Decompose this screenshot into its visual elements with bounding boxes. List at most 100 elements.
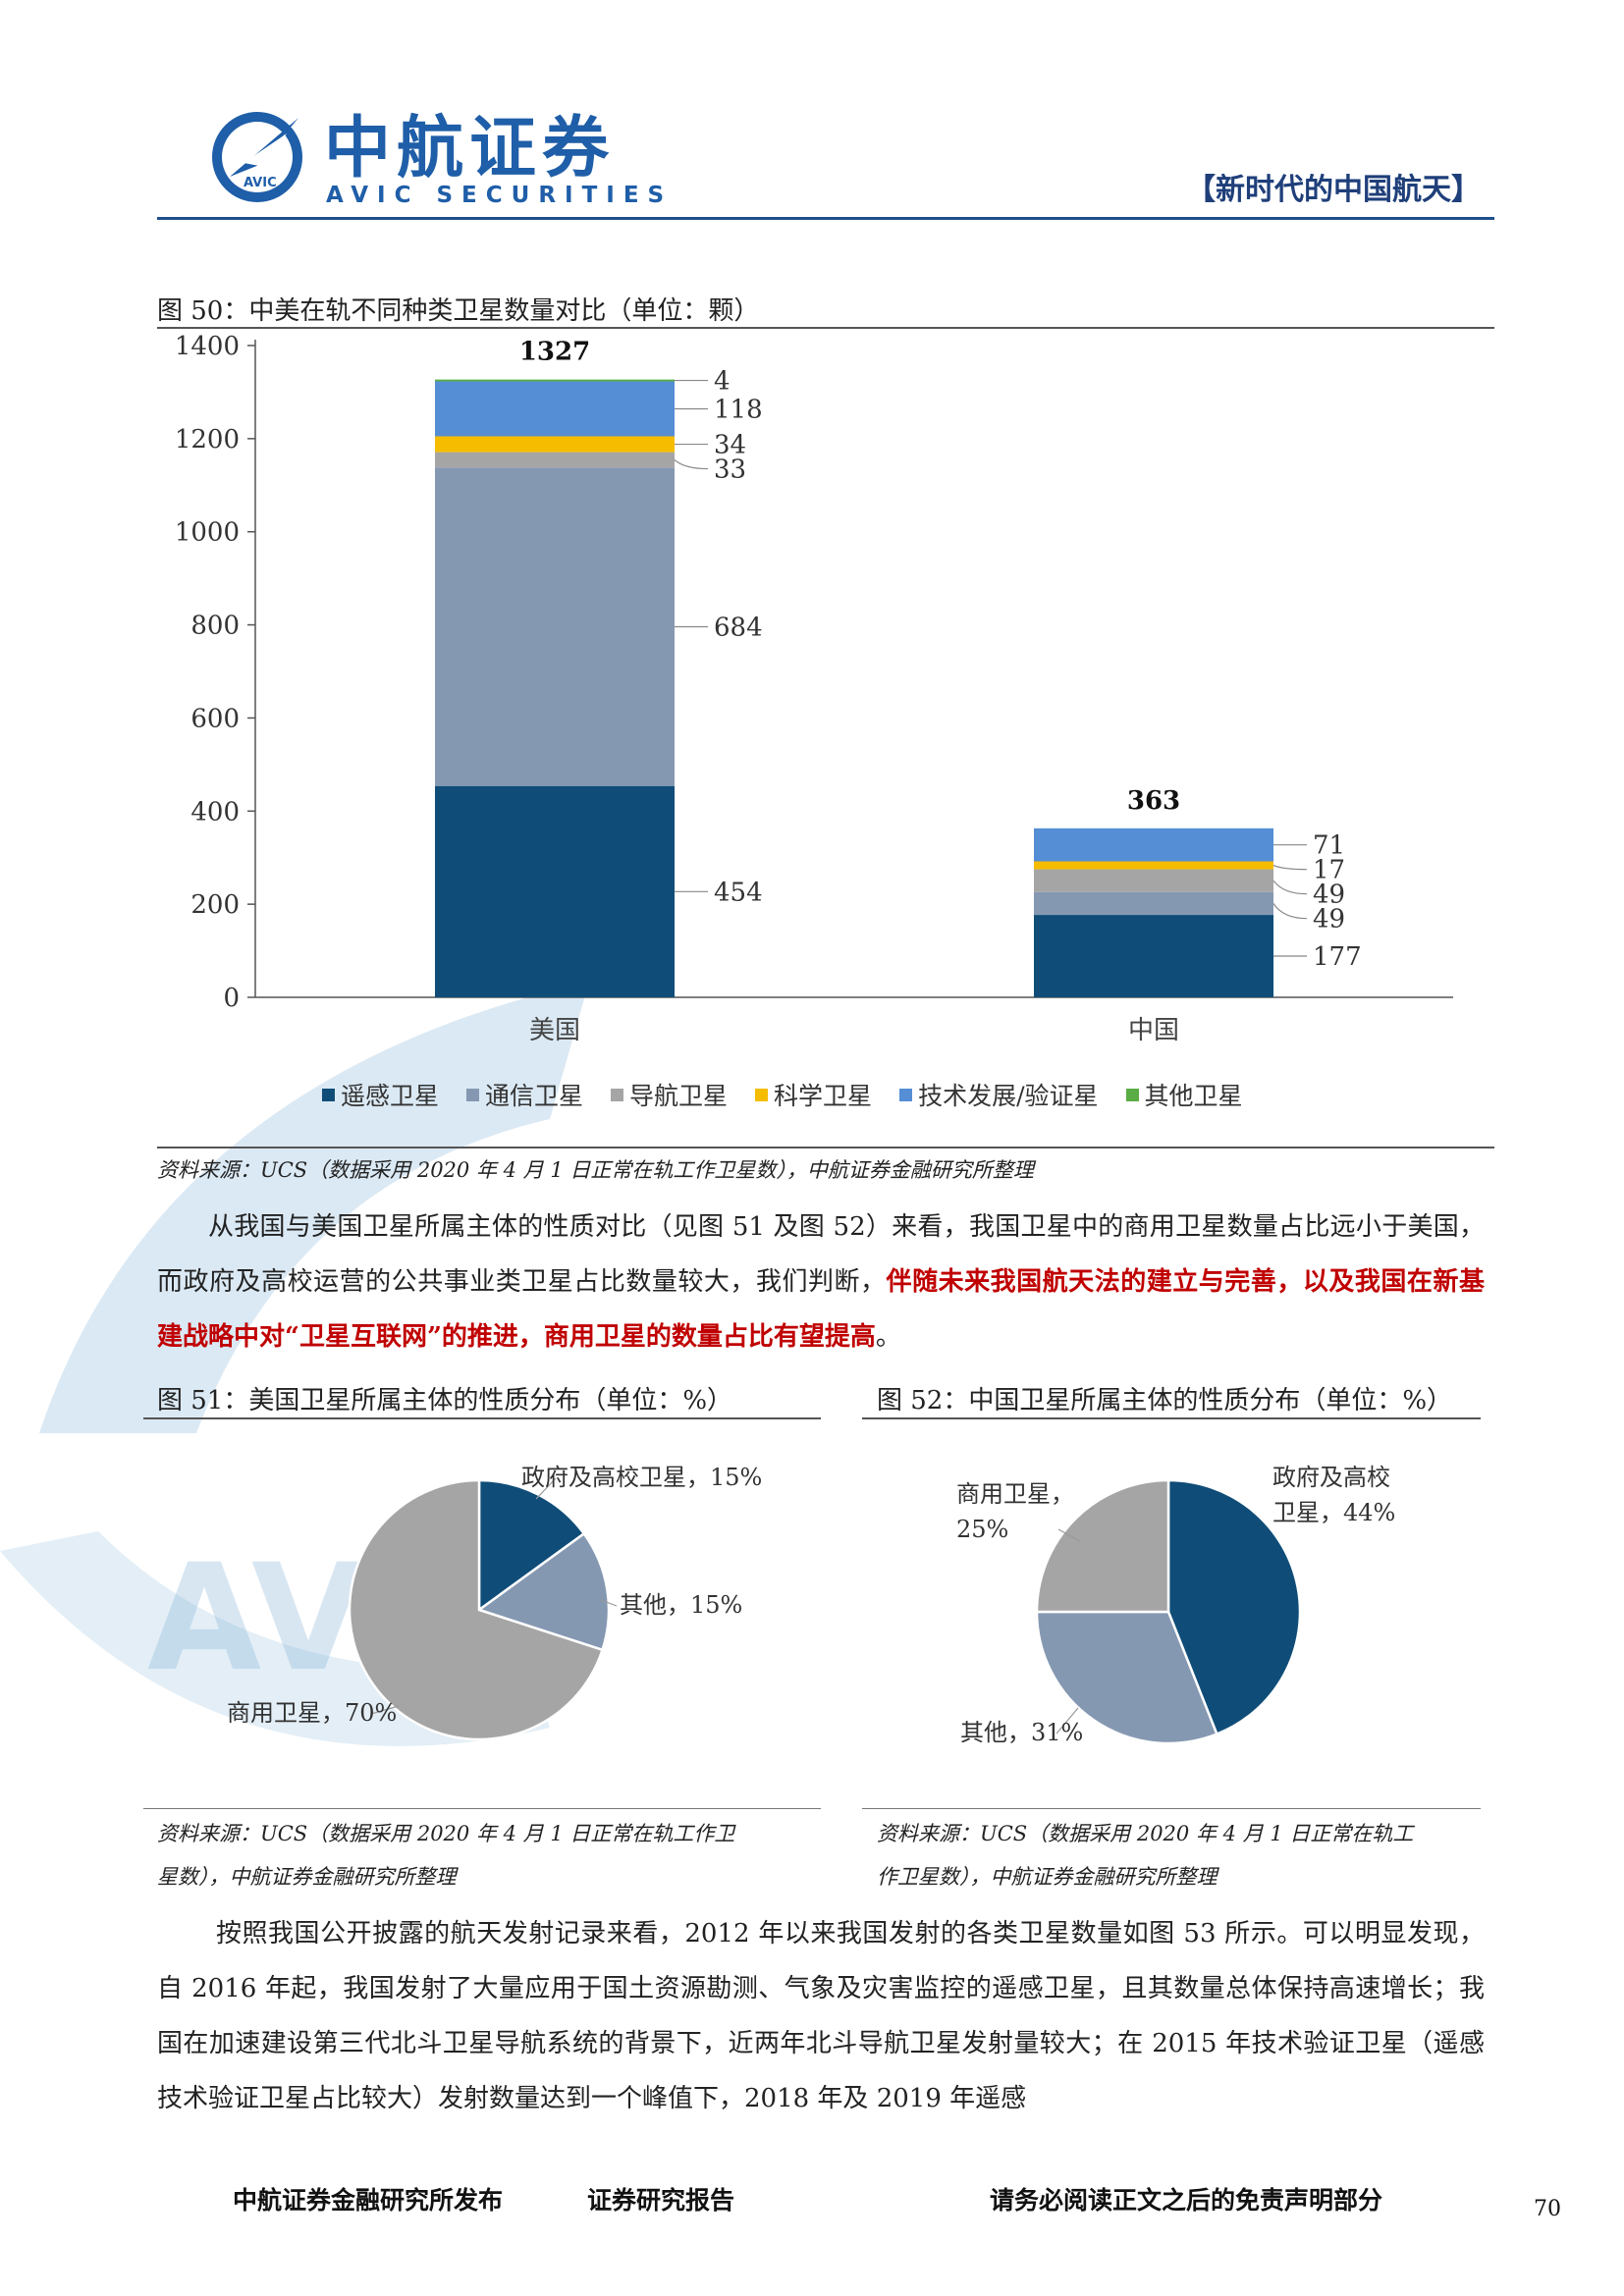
figure-50-top-rule [157,327,1494,329]
pie-leader-line [1057,1528,1081,1542]
figure-51-source: 资料来源：UCS（数据采用 2020 年 4 月 1 日正常在轨工作卫 星数），… [157,1812,821,1898]
legend-swatch [611,1088,624,1101]
paragraph-launch-records: 按照我国公开披露的航天发射记录来看，2012 年以来我国发射的各类卫星数量如图 … [157,1919,1485,2113]
y-tick-label: 400 [190,797,240,827]
data-label: 34 [714,431,746,460]
pie-label: 其他，31% [960,1719,1083,1746]
legend-swatch [899,1088,913,1101]
leader-line [1272,864,1308,871]
logo-english-name: AVIC SECURITIES [326,183,674,208]
header-divider [157,217,1494,220]
pie-slice [477,1478,586,1613]
y-tick-label: 1000 [175,518,240,548]
pie-leader-line [370,1705,400,1715]
leader-line [674,458,709,470]
legend-label: 导航卫星 [629,1082,729,1110]
bar-segment [1034,891,1273,916]
legend-swatch [322,1088,335,1101]
legend-item: 通信卫星 [466,1077,583,1112]
legend-item: 其他卫星 [1125,1077,1243,1112]
pie-slice [1035,1478,1170,1614]
legend-label: 技术发展/验证星 [918,1082,1099,1110]
footer-report-type: 证券研究报告 [587,2186,735,2215]
legend-swatch [1125,1088,1139,1101]
pie-slice [476,1531,611,1652]
legend-item: 技术发展/验证星 [899,1077,1099,1112]
leader-line [1272,903,1308,920]
pie-slice [348,1478,605,1741]
paragraph-1-end: 。 [875,1322,901,1352]
legend-label: 其他卫星 [1144,1082,1243,1110]
svg-text:AVIC: AVIC [244,176,277,190]
paragraph-1-highlight: 伴随未来我国航天法的建立与完善，以及我国在新基建战略中对“卫星互联网”的推进，商… [157,1267,1485,1352]
y-tick-label: 0 [223,984,240,1013]
paragraph-1-text: 从我国与美国卫星所属主体的性质对比（见图 51 及图 52）来看，我国卫星中的商… [157,1212,1485,1297]
figure-52-source: 资料来源：UCS（数据采用 2020 年 4 月 1 日正常在轨工 作卫星数），… [877,1812,1481,1898]
pie-slice [1166,1478,1302,1736]
y-tick-label: 800 [190,612,240,641]
cn-ownership-pie-chart: 政府及高校卫星，44% 其他，31% 商用卫星， 25% [956,1464,1395,1746]
data-label: 177 [1313,942,1362,972]
pie-leader-line [600,1599,618,1607]
pie-leader-line [535,1477,557,1500]
section-tag: 【新时代的中国航天】 [1186,173,1481,207]
pie-slice [1035,1610,1218,1745]
pie-label: 商用卫星，70% [227,1699,397,1727]
figure-52-bottom-rule [862,1808,1481,1809]
logo-chinese-name: 中航证券 [324,110,616,187]
bar-segment [1034,915,1273,997]
legend-item: 科学卫星 [755,1077,872,1112]
y-tick-label: 1400 [175,332,240,361]
figure-51-source-line-1: 资料来源：UCS（数据采用 2020 年 4 月 1 日正常在轨工作卫 [157,1822,735,1845]
data-label: 118 [714,396,763,425]
data-label: 33 [714,455,746,485]
bar-segment [1034,861,1273,870]
us-ownership-pie-chart: 政府及高校卫星，15% 其他，15% 商用卫星，70% [227,1464,762,1741]
bar-segment [435,381,675,437]
pie-label: 25% [956,1516,1008,1543]
figure-50-title: 图 50：中美在轨不同种类卫星数量对比（单位：颗） [157,296,760,326]
figure-51-bottom-rule [143,1808,821,1809]
figure-50-bottom-rule [157,1147,1494,1148]
data-label: 684 [714,613,763,642]
bar-segment [435,436,675,453]
pie-leader-line [1056,1707,1079,1735]
legend-label: 通信卫星 [485,1082,584,1110]
bar-segment [435,452,675,468]
legend-swatch [755,1088,769,1101]
figure-52-source-line-2: 作卫星数），中航证券金融研究所整理 [877,1865,1218,1889]
data-label: 49 [1313,881,1345,910]
footer-disclaimer: 请务必阅读正文之后的免责声明部分 [990,2186,1383,2215]
figure-51-top-rule [143,1417,821,1419]
data-label: 71 [1313,831,1345,861]
figure-51-source-line-2: 星数），中航证券金融研究所整理 [157,1865,457,1889]
bar-segment [435,379,675,382]
data-label: 49 [1313,905,1345,934]
figure-50-source: 资料来源：UCS（数据采用 2020 年 4 月 1 日正常在轨工作卫星数），中… [157,1158,1034,1182]
data-label: 454 [714,878,763,907]
figure-51-title: 图 51：美国卫星所属主体的性质分布（单位：%） [157,1386,733,1415]
legend-label: 科学卫星 [774,1082,873,1110]
figure-52-source-line-1: 资料来源：UCS（数据采用 2020 年 4 月 1 日正常在轨工 [877,1822,1414,1845]
total-label: 363 [1127,786,1180,816]
paragraph-satellite-ownership: 从我国与美国卫星所属主体的性质对比（见图 51 及图 52）来看，我国卫星中的商… [157,1200,1485,1364]
bar-segment [1034,869,1273,892]
pie-label: 卫星，44% [1272,1499,1395,1526]
legend-item: 导航卫星 [611,1077,728,1112]
data-label: 4 [714,367,731,397]
y-tick-label: 200 [190,890,240,920]
data-label: 17 [1313,856,1345,885]
bar-segment [1034,828,1273,862]
bar-segment [435,785,675,997]
x-category-label: 美国 [529,1016,580,1045]
bar-segment [435,467,675,786]
avic-logo-icon: AVIC [212,112,302,202]
pie-label: 商用卫星， [956,1480,1074,1508]
leader-line [1272,880,1308,895]
total-label: 1327 [519,338,590,367]
pie-label: 其他，15% [620,1591,742,1619]
pie-label: 政府及高校卫星，15% [521,1464,762,1491]
bar-chart-legend: 遥感卫星 通信卫星 导航卫星 科学卫星 技术发展/验证星 其他卫星 [322,1077,1402,1112]
y-tick-label: 1200 [175,425,240,454]
